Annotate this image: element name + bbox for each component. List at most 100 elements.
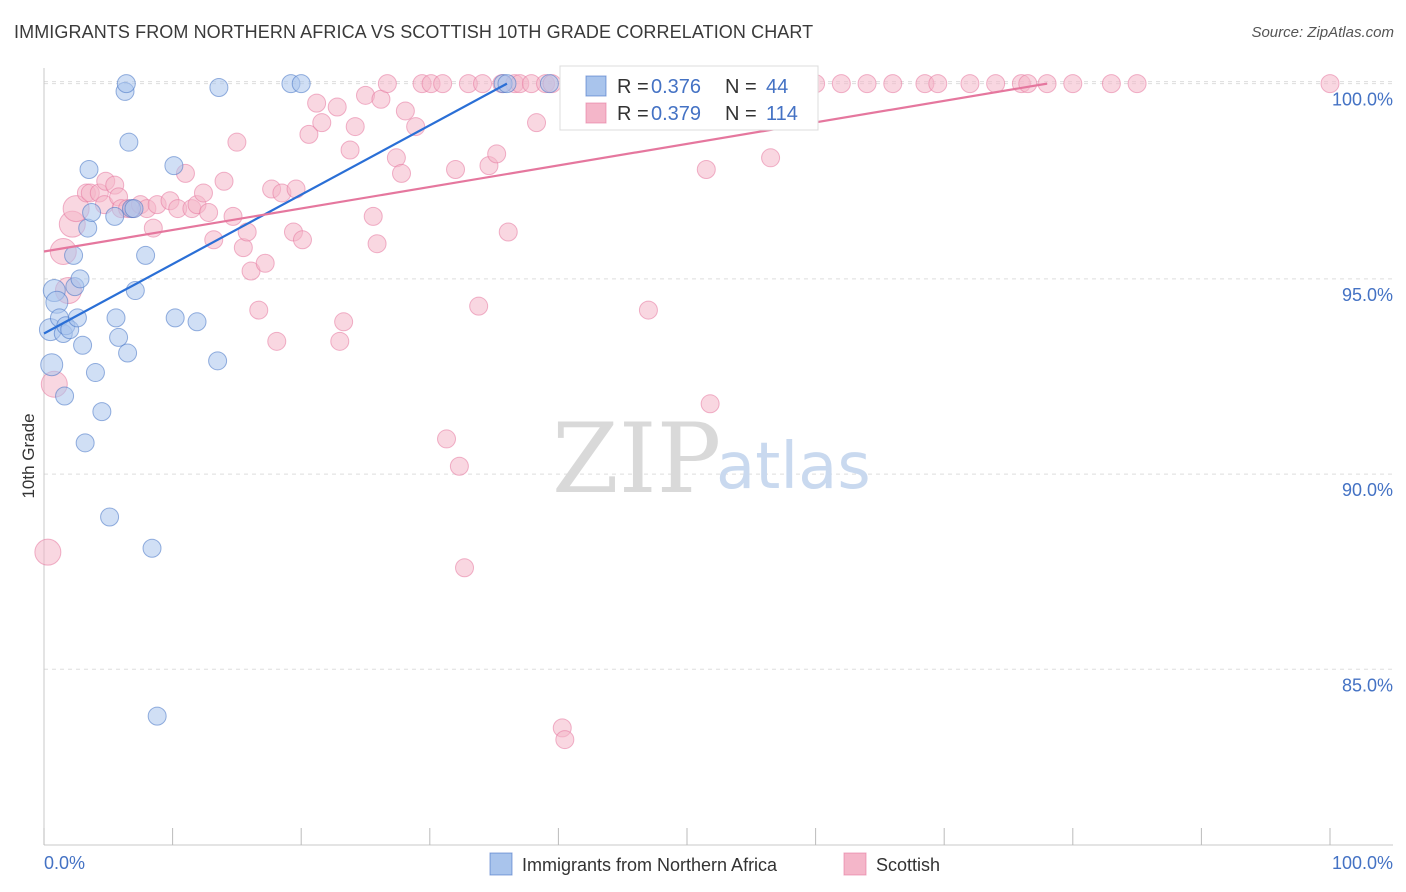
data-point <box>487 144 507 164</box>
data-point <box>142 538 162 558</box>
data-point <box>165 308 185 328</box>
legend-top: R = 0.376 N = 44 R = 0.379 N = 114 <box>559 65 819 131</box>
data-point <box>291 74 311 94</box>
data-point <box>109 327 129 347</box>
data-point <box>233 238 253 258</box>
data-point <box>92 402 112 422</box>
data-point <box>187 312 207 332</box>
axes <box>43 68 1393 846</box>
data-point <box>208 351 228 371</box>
data-point <box>539 74 559 94</box>
data-point <box>199 202 219 222</box>
data-point <box>392 163 412 183</box>
trend-line-northern-africa <box>43 82 508 335</box>
y-tick-label: 90.0% <box>1342 480 1393 500</box>
legend-bottom-label-blue: Immigrants from Northern Africa <box>522 855 778 875</box>
legend-bottom-label-pink: Scottish <box>876 855 940 875</box>
data-point <box>34 538 62 566</box>
data-point <box>345 117 365 137</box>
data-point <box>831 74 851 94</box>
data-point <box>1320 74 1340 94</box>
data-point <box>223 206 243 226</box>
data-point <box>986 74 1006 94</box>
legend-r-label-pink: R = <box>617 103 649 125</box>
data-point <box>761 148 781 168</box>
data-point <box>395 101 415 121</box>
data-point <box>73 335 93 355</box>
data-point <box>330 331 350 351</box>
data-point <box>100 507 120 527</box>
gridlines <box>44 81 1393 670</box>
data-point <box>437 429 457 449</box>
legend-r-value-blue: 0.376 <box>651 76 701 98</box>
data-point <box>227 132 247 152</box>
data-point <box>1101 74 1121 94</box>
watermark: ZIP atlas <box>552 403 871 515</box>
data-point <box>312 113 332 133</box>
data-point <box>82 202 102 222</box>
legend-swatch-blue <box>585 75 607 97</box>
data-point <box>857 74 877 94</box>
data-point <box>75 433 95 453</box>
data-point <box>473 74 493 94</box>
x-ticks <box>43 828 1331 845</box>
y-tick-labels: 85.0% 90.0% 95.0% 100.0% <box>1332 90 1393 696</box>
y-tick-label: 95.0% <box>1342 285 1393 305</box>
data-point <box>928 74 948 94</box>
watermark-zip: ZIP <box>552 403 721 515</box>
y-tick-label: 85.0% <box>1342 675 1393 695</box>
data-point <box>78 218 98 238</box>
x-tick-label-max: 100.0% <box>1332 853 1393 873</box>
data-point <box>367 234 387 254</box>
x-tick-label-min: 0.0% <box>44 853 85 873</box>
data-point <box>136 245 156 265</box>
data-point <box>147 706 167 726</box>
legend-n-label-blue: N = <box>725 76 757 98</box>
data-point <box>255 253 275 273</box>
data-point <box>527 113 547 133</box>
data-point <box>119 132 139 152</box>
legend-n-value-pink: 114 <box>766 103 798 125</box>
data-point <box>286 179 306 199</box>
data-point <box>307 93 327 113</box>
legend-n-value-blue: 44 <box>766 76 788 98</box>
data-point <box>883 74 903 94</box>
data-point <box>267 331 287 351</box>
legend-r-value-pink: 0.379 <box>651 103 701 125</box>
data-point <box>40 353 64 377</box>
data-point <box>1063 74 1083 94</box>
data-point <box>377 74 397 94</box>
data-point <box>70 269 90 289</box>
trend-lines <box>43 82 1048 335</box>
trend-line-scottish <box>43 82 1048 253</box>
data-point <box>1127 74 1147 94</box>
data-point <box>124 199 144 219</box>
legend-n-label-pink: N = <box>725 103 757 125</box>
data-point <box>209 78 229 98</box>
data-point <box>498 222 518 242</box>
data-point <box>55 386 75 406</box>
data-point <box>469 296 489 316</box>
series-northern-africa-points <box>38 74 559 726</box>
data-point <box>193 183 213 203</box>
data-point <box>118 343 138 363</box>
legend-r-label-blue: R = <box>617 76 649 98</box>
data-point <box>292 230 312 250</box>
data-point <box>960 74 980 94</box>
data-point <box>446 160 466 180</box>
data-point <box>327 97 347 117</box>
data-point <box>299 124 319 144</box>
legend-swatch-pink <box>585 102 607 124</box>
data-point <box>164 156 184 176</box>
source-credit: Source: ZipAtlas.com <box>1251 24 1394 41</box>
watermark-atlas: atlas <box>716 430 871 504</box>
data-point <box>455 558 475 578</box>
data-point <box>79 160 99 180</box>
data-point <box>449 456 469 476</box>
data-point <box>700 394 720 414</box>
y-tick-label: 100.0% <box>1332 90 1393 110</box>
chart-title: IMMIGRANTS FROM NORTHERN AFRICA VS SCOTT… <box>14 22 814 42</box>
data-point <box>638 300 658 320</box>
data-point <box>555 730 575 750</box>
